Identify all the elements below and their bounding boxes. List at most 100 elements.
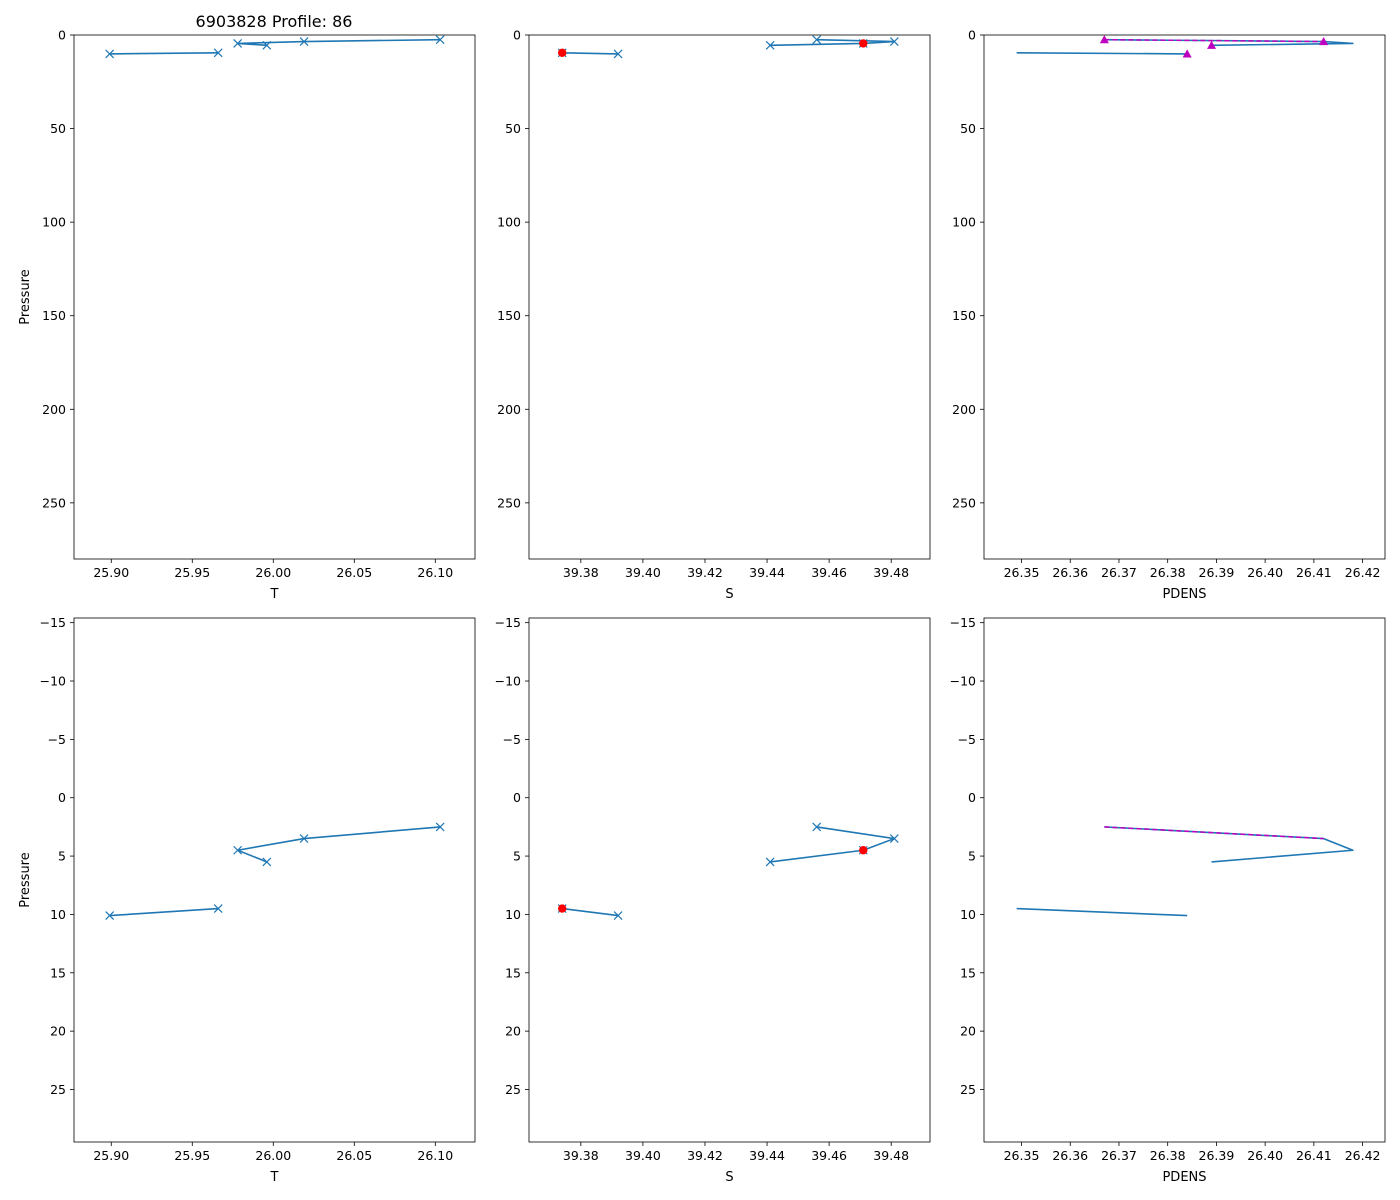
x-tick-label: 26.10 <box>417 1148 453 1163</box>
y-tick-label: 50 <box>505 121 521 136</box>
data-point-marker <box>262 40 272 50</box>
panels: 25.90 25.95 26.00 26.05 26.10050100150200250… <box>18 28 1386 1185</box>
figure-title: 6903828 Profile: 86 <box>196 12 353 31</box>
y-tick-label: 100 <box>952 215 976 230</box>
y-tick-label: −5 <box>958 732 976 747</box>
y-tick-label: 25 <box>960 1082 976 1097</box>
y-tick-label: 20 <box>960 1024 976 1039</box>
panel-bottom-s-plot-area <box>557 822 899 921</box>
y-tick-label: 25 <box>505 1082 521 1097</box>
data-point-marker <box>765 857 775 867</box>
x-tick-label: 39.38 <box>563 1148 599 1163</box>
y-tick-label: 50 <box>960 121 976 136</box>
series-line <box>1104 38 1354 47</box>
data-point-marker <box>812 35 822 45</box>
y-tick-label: 5 <box>58 849 66 864</box>
panel-bottom-s-xlabel: S <box>725 1170 733 1185</box>
panel-bottom-t-xlabel: T <box>270 1170 279 1185</box>
y-tick-label: 250 <box>952 495 976 510</box>
x-tick-label: 26.38 <box>1150 565 1186 580</box>
y-tick-label: −10 <box>950 674 976 689</box>
x-tick-label: 39.40 <box>625 1148 661 1163</box>
y-tick-label: 150 <box>42 308 66 323</box>
series-line <box>236 38 441 47</box>
x-tick-label: 26.00 <box>255 1148 291 1163</box>
data-point-marker <box>213 904 223 914</box>
panel-top-pdens: 26.35 26.36 26.37 26.38 26.39 26.40 26.41 26.42… <box>952 28 1386 602</box>
data-point-marker <box>233 38 243 48</box>
y-tick-label: 200 <box>952 402 976 417</box>
x-tick-label: 39.48 <box>873 1148 909 1163</box>
y-tick-label: −15 <box>495 615 521 630</box>
x-tick-label: 39.38 <box>563 565 599 580</box>
density-dashed-line <box>1104 826 1324 840</box>
y-tick-label: 25 <box>50 1082 66 1097</box>
y-tick-label: 10 <box>505 907 521 922</box>
panel-bottom-pdens-frame <box>983 617 1386 1143</box>
data-point-marker <box>435 35 445 45</box>
data-point-marker <box>299 834 309 843</box>
panel-top-s-plot-area <box>557 35 899 59</box>
panel-bottom-pdens: 26.35 26.36 26.37 26.38 26.39 26.40 26.41 26.42… <box>950 615 1386 1185</box>
y-tick-label: 0 <box>968 790 976 805</box>
x-tick-label: 26.41 <box>1296 1148 1332 1163</box>
x-tick-label: 26.05 <box>336 1148 372 1163</box>
y-tick-label: 100 <box>42 215 66 230</box>
data-point-marker <box>889 37 899 46</box>
data-point-marker <box>765 40 775 50</box>
density-triangle-marker <box>1182 49 1192 58</box>
x-tick-label: 25.90 <box>93 565 129 580</box>
panel-top-pdens-xlabel: PDENS <box>1162 587 1206 602</box>
y-tick-label: 0 <box>58 28 66 43</box>
panel-bottom-s: 39.38 39.40 39.42 39.44 39.46 39.48 −15 −10 −5 0 5… <box>495 615 931 1185</box>
y-tick-label: 10 <box>50 907 66 922</box>
y-tick-label: 250 <box>497 495 521 510</box>
y-tick-label: 100 <box>497 215 521 230</box>
y-tick-label: 200 <box>497 402 521 417</box>
x-tick-label: 39.44 <box>749 1148 785 1163</box>
flagged-point <box>859 39 868 48</box>
density-triangle-marker <box>1319 37 1329 46</box>
y-tick-label: 0 <box>968 28 976 43</box>
data-point-marker <box>105 911 115 921</box>
x-tick-label: 26.39 <box>1199 565 1235 580</box>
panel-bottom-t-ylabel: Pressure <box>18 852 33 908</box>
series-line <box>562 907 619 917</box>
x-tick-label: 39.42 <box>687 565 723 580</box>
x-tick-label: 39.40 <box>625 565 661 580</box>
flagged-point <box>859 846 868 855</box>
flagged-point <box>558 48 567 57</box>
panel-bottom-pdens-xlabel: PDENS <box>1162 1170 1206 1185</box>
panel-bottom-s-frame <box>528 617 931 1143</box>
x-tick-label: 26.37 <box>1101 1148 1137 1163</box>
series-line <box>236 826 441 863</box>
data-point-marker <box>262 857 272 867</box>
panel-top-pdens-frame <box>983 34 1386 560</box>
series-line <box>562 51 619 55</box>
data-point-marker <box>435 822 445 832</box>
panel-bottom-t: 25.90 25.95 26.00 26.05 26.10 −15 −10 −5 0 5 10 15 2… <box>18 615 476 1185</box>
y-tick-label: 15 <box>960 965 976 980</box>
panel-top-t-xlabel: T <box>270 587 279 602</box>
x-tick-label: 26.37 <box>1101 565 1137 580</box>
data-point-marker <box>299 37 309 46</box>
data-point-marker <box>213 48 223 58</box>
series-line <box>1016 51 1188 55</box>
x-tick-label: 26.40 <box>1247 565 1283 580</box>
panel-top-pdens-plot-area <box>1016 35 1354 58</box>
panel-bottom-t-plot-area <box>105 822 445 921</box>
y-tick-label: −15 <box>950 615 976 630</box>
panel-top-t-plot-area <box>105 35 445 59</box>
y-tick-label: 150 <box>497 308 521 323</box>
y-tick-label: 20 <box>505 1024 521 1039</box>
data-point-marker <box>233 845 243 855</box>
panel-top-t-frame <box>73 34 476 560</box>
panel-top-s-frame <box>528 34 931 560</box>
x-tick-label: 25.95 <box>174 1148 210 1163</box>
data-point-marker <box>812 822 822 832</box>
series-line <box>770 826 896 863</box>
y-tick-label: 0 <box>513 28 521 43</box>
x-tick-label: 26.35 <box>1004 1148 1040 1163</box>
